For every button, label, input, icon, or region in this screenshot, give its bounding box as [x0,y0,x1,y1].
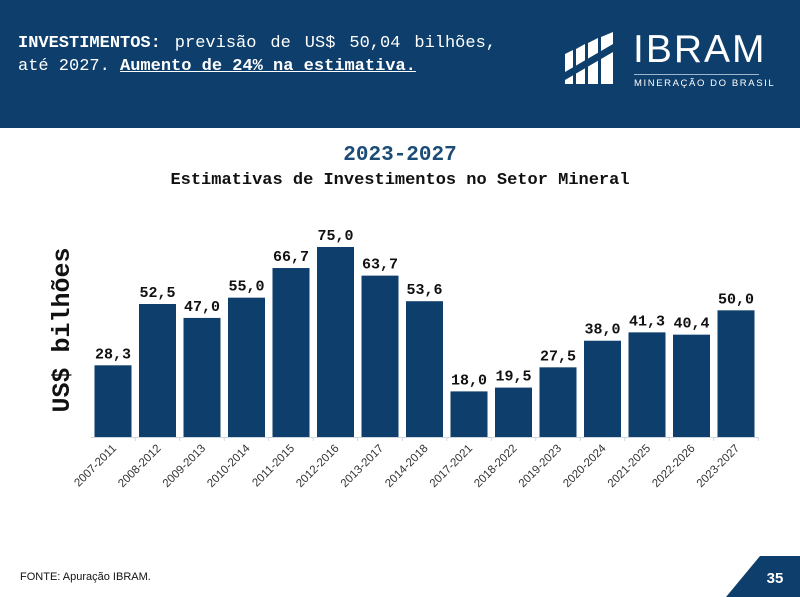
x-tick-label-2023-2027: 2023-2027 [695,443,742,490]
x-tick-label-2011-2015: 2011-2015 [250,443,297,490]
ibram-logo-icon [565,32,613,84]
ibram-logo: IBRAM MINERAÇÃO DO BRASIL [563,30,778,90]
bar-2009-2013 [183,317,221,437]
x-tick-label-2020-2024: 2020-2024 [561,442,609,490]
data-label-2008-2012: 52,5 [139,285,175,302]
data-label-2019-2023: 27,5 [540,348,576,365]
chart-title: Estimativas de Investimentos no Setor Mi… [170,171,630,190]
bar-2020-2024 [584,340,621,437]
bar-2008-2012 [139,304,176,437]
bar-2011-2015 [272,268,310,437]
page-tab-shape [726,556,800,597]
data-label-2022-2026: 40,4 [673,316,709,333]
x-tick-label-2008-2012: 2008-2012 [116,443,163,490]
x-tick-label-2017-2021: 2017-2021 [428,443,475,490]
x-tick-label-2014-2018: 2014-2018 [383,443,430,490]
x-tick-label-2019-2023: 2019-2023 [517,443,564,490]
chart-subtitle: 2023-2027 [343,144,457,167]
data-label-2017-2021: 18,0 [451,372,487,389]
data-label-2023-2027: 50,0 [718,291,754,308]
x-tick-label-2012-2016: 2012-2016 [294,443,341,490]
bar-chart: US$ bilhões 28,3 2007-2011 52,5 2008-2012 47,… [48,228,759,490]
x-tick-label-2009-2013: 2009-2013 [161,443,208,490]
data-label-2012-2016: 75,0 [317,228,353,245]
bar-2010-2014 [228,297,265,437]
data-label-2021-2025: 41,3 [629,313,665,330]
data-label-2018-2022: 19,5 [495,369,531,386]
bar-2018-2022 [495,387,532,437]
brand-divider [634,74,759,75]
bar-2019-2023 [539,367,577,437]
data-label-2007-2011: 28,3 [95,346,131,363]
data-label-2011-2015: 66,7 [273,249,309,266]
headline-highlight: Aumento de 24% na estimativa. [120,57,416,76]
bar-2013-2017 [361,275,399,437]
data-label-2010-2014: 55,0 [228,279,264,296]
header-banner: INVESTIMENTOS: previsão de US$ 50,04 bil… [0,0,800,128]
x-tick-label-2013-2017: 2013-2017 [339,443,386,490]
page-number: 35 [766,570,784,587]
bar-2007-2011 [94,365,132,437]
brand-name: IBRAM [633,28,767,71]
bar-2014-2018 [406,301,443,437]
data-label-2014-2018: 53,6 [406,282,442,299]
source-note: FONTE: Apuração IBRAM. [20,571,151,583]
bar-2022-2026 [673,334,710,437]
x-tick-label-2010-2014: 2010-2014 [205,442,253,490]
data-label-2009-2013: 47,0 [184,299,220,316]
x-tick-label-2022-2026: 2022-2026 [650,443,697,490]
y-axis-label: US$ bilhões [48,247,77,412]
x-tick-label-2018-2022: 2018-2022 [472,443,519,490]
bar-2023-2027 [717,310,755,437]
data-label-2020-2024: 38,0 [584,322,620,339]
bar-2012-2016 [317,247,354,437]
data-label-2013-2017: 63,7 [362,257,398,274]
x-tick-label-2007-2011: 2007-2011 [72,443,119,490]
brand-tagline: MINERAÇÃO DO BRASIL [634,78,776,89]
headline: INVESTIMENTOS: previsão de US$ 50,04 bil… [18,32,496,78]
headline-text: previsão de US$ 50,04 bilhões, até 2027. [18,34,496,76]
headline-lead: INVESTIMENTOS: [18,34,161,53]
bar-2021-2025 [628,332,666,437]
x-tick-label-2021-2025: 2021-2025 [606,443,653,490]
bar-2017-2021 [450,391,488,437]
